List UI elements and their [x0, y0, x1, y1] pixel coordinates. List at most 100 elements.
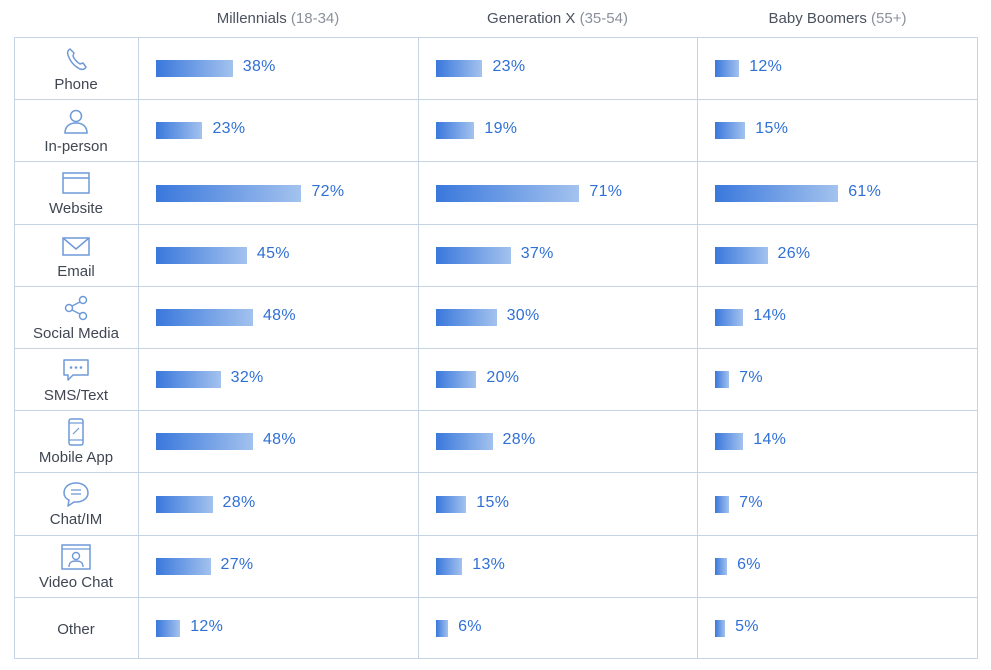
table-row: Chat/IM 28% 15% 7%	[14, 472, 978, 535]
value-cell: 26%	[697, 224, 978, 286]
grid-line-horizontal	[14, 535, 978, 536]
data-label: 37%	[520, 245, 554, 262]
data-label: 30%	[506, 307, 540, 324]
grid-line-vertical	[977, 37, 978, 659]
series-age-range: (55+)	[866, 10, 907, 27]
category-label: Phone	[54, 75, 98, 93]
data-label: 71%	[589, 182, 623, 200]
row-label-cell: In-person	[14, 99, 138, 161]
table-row: Website 72% 71% 61%	[14, 161, 978, 224]
table-row: Social Media 48% 30% 14%	[14, 286, 978, 348]
data-label: 23%	[492, 58, 526, 75]
bar	[715, 122, 746, 139]
value-cell: 14%	[697, 286, 978, 348]
data-label: 14%	[753, 307, 787, 324]
value-cell: 15%	[418, 472, 697, 535]
data-label: 28%	[502, 431, 536, 448]
data-label: 15%	[476, 493, 510, 511]
value-cell: 27%	[138, 535, 418, 597]
bar	[156, 122, 203, 139]
envelope-icon	[59, 231, 93, 261]
bar	[156, 184, 302, 202]
row-label-cell: Website	[14, 161, 138, 224]
series-age-range: (18-34)	[286, 10, 340, 27]
row-label-cell: Video Chat	[14, 535, 138, 597]
table-row: Other 12% 6% 5%	[14, 597, 978, 659]
grid-line-horizontal	[14, 472, 978, 473]
data-label: 28%	[222, 493, 256, 511]
bar	[436, 620, 449, 637]
chat-bubble-lines-icon	[59, 479, 93, 509]
bar	[715, 620, 726, 637]
value-cell: 48%	[138, 410, 418, 472]
grid-line-vertical	[697, 37, 698, 659]
value-cell: 61%	[697, 161, 978, 224]
row-label-cell: Mobile App	[14, 410, 138, 472]
bar	[715, 247, 768, 264]
row-label-cell: Email	[14, 224, 138, 286]
browser-window-icon	[59, 168, 93, 198]
bar	[715, 495, 730, 513]
value-cell: 48%	[138, 286, 418, 348]
bar	[436, 371, 477, 388]
grid-line-horizontal	[14, 286, 978, 287]
video-chat-icon	[59, 542, 93, 572]
value-cell: 23%	[138, 99, 418, 161]
series-name: Baby Boomers	[768, 10, 867, 27]
bar	[436, 122, 475, 139]
grid-line-horizontal	[14, 348, 978, 349]
data-label: 48%	[262, 431, 296, 448]
bar	[436, 247, 511, 264]
series-name: Millennials	[216, 10, 287, 27]
value-cell: 19%	[418, 99, 697, 161]
row-label-cell: Chat/IM	[14, 472, 138, 535]
data-label: 7%	[739, 369, 763, 386]
data-label: 6%	[737, 556, 761, 573]
data-label: 5%	[735, 618, 759, 635]
grid-line-vertical	[14, 37, 15, 659]
grid-line-horizontal	[14, 161, 978, 162]
column-header-3: Baby Boomers (55+)	[697, 10, 978, 32]
mobile-phone-icon	[59, 417, 93, 447]
value-cell: 72%	[138, 161, 418, 224]
bar	[156, 433, 253, 450]
row-label-cell: Other	[14, 597, 138, 659]
table-row: In-person 23% 19% 15%	[14, 99, 978, 161]
bar	[715, 558, 728, 575]
bar	[156, 620, 181, 637]
table-row: Video Chat 27% 13% 6%	[14, 535, 978, 597]
data-label: 45%	[256, 245, 290, 262]
category-label: Website	[49, 200, 103, 217]
data-label: 7%	[739, 493, 763, 511]
bar	[436, 495, 467, 513]
category-label: Email	[57, 262, 95, 280]
grid-line-horizontal	[14, 658, 978, 659]
value-cell: 6%	[697, 535, 978, 597]
data-label: 13%	[472, 556, 506, 573]
value-cell: 32%	[138, 348, 418, 410]
grid-line-horizontal	[14, 99, 978, 100]
category-label: In-person	[44, 137, 108, 155]
data-label: 32%	[230, 369, 264, 386]
column-header-2: Generation X (35-54)	[418, 10, 697, 32]
bar	[436, 184, 580, 202]
value-cell: 28%	[138, 472, 418, 535]
data-label: 12%	[749, 58, 783, 75]
bar	[436, 433, 493, 450]
category-label: Video Chat	[39, 573, 113, 591]
value-cell: 13%	[418, 535, 697, 597]
bar	[715, 433, 744, 450]
value-cell: 14%	[697, 410, 978, 472]
data-label: 38%	[242, 58, 276, 75]
grid-line-horizontal	[14, 597, 978, 598]
data-label: 23%	[212, 120, 246, 137]
bar	[436, 558, 463, 575]
grid-line-horizontal	[14, 37, 978, 38]
data-label: 12%	[190, 618, 224, 635]
data-label: 15%	[755, 120, 789, 137]
bar	[715, 309, 744, 326]
row-label-cell: SMS/Text	[14, 348, 138, 410]
data-label: 19%	[484, 120, 518, 137]
bar	[156, 247, 247, 264]
series-age-range: (35-54)	[575, 10, 628, 27]
